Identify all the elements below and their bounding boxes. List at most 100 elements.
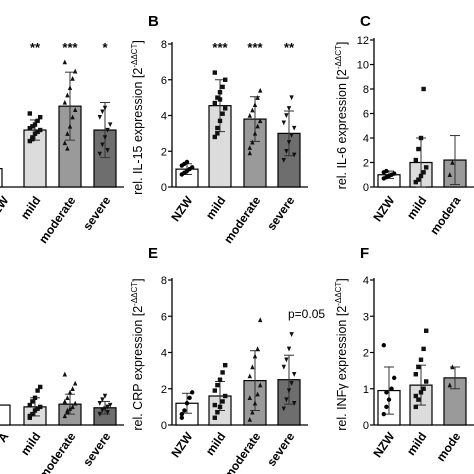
panel-f-ytick-label: 1 [363,384,369,396]
panel-e: E 0 2 4 6 8 rel. CRP expression [2-ΔΔCT] NZW mil… [130,245,325,474]
panel-e-data-point [258,382,263,388]
panel-e-data-point [247,416,252,422]
panel-e-data-point [255,346,260,352]
panel-e-data-point [182,408,187,413]
panel-a-data-point [27,138,32,144]
panel-e-category-label: NZW [168,429,196,460]
panel-b-data-point [286,106,292,111]
panel-c: C 0 2 4 6 8 10 12 rel. IL-6 expression [2-ΔΔCT] N… [334,13,474,237]
panel-f-data-point [424,379,429,384]
panel-d-data-point [62,398,67,404]
panel-a: ZW mild**moderate***severe* [0,40,124,246]
panel-d-data-point [102,393,108,399]
panel-a-data-point [73,107,78,113]
panel-c-data-point [384,168,389,174]
panel-f: F 0 1 2 3 4 rel. INFγ expression [2-ΔΔCT] NZW mi… [334,245,474,464]
panel-c-ytick-label: 0 [363,182,369,194]
panel-a-data-point [100,142,105,148]
panel-e-data-point [247,395,252,401]
panel-b-ylabel-sup: -ΔΔCT [130,44,139,68]
panel-d-data-point [73,400,78,406]
panel-e-data-point [258,317,263,323]
panel-b-data-point [255,95,260,100]
panel-e-data-point [252,400,258,406]
panel-a-significance: ** [30,40,41,55]
panel-d-data-point [105,404,110,410]
panel-e-data-point [286,388,292,394]
panel-f-data-point [386,397,392,402]
panel-b-data-point [250,107,255,113]
panel-d-data-point [108,402,113,408]
panel-f-ylabel-end: ] [335,278,349,281]
panel-c-data-point [450,159,455,165]
panel-b-data-point [289,95,294,101]
panel-e-data-point [289,332,294,337]
panel-d-category-label: A [0,429,12,444]
panel-b-data-point [215,131,220,136]
panel-d-data-point [65,395,70,401]
panel-c-data-point [418,173,424,179]
panel-e-data-point [179,415,184,420]
panel-a-bar [0,168,3,188]
panel-b-data-point [215,125,220,131]
panel-d-data-point [70,404,75,410]
panel-d-data-point [102,406,108,412]
panel-a-data-point [105,127,110,133]
panel-e-ytick-label: 0 [161,420,167,432]
panel-c-ytick-label: 4 [363,133,369,145]
panel-a-data-point [62,140,67,146]
panel-d-data-point [35,388,40,393]
panel-b-label: B [148,13,159,30]
panel-b: B 0 2 4 6 8 rel. IL-15 expression [2-ΔΔCT] NZW m… [130,13,308,246]
panel-b-data-point [212,134,217,140]
panel-d-data-point [67,406,73,411]
panel-e-data-point [292,372,297,377]
panel-f-ytick-label: 0 [363,420,369,432]
panel-e-data-point [217,404,223,410]
panel-a-data-point [67,123,73,129]
panel-a-data-point [73,68,78,74]
panel-a-data-point [97,114,102,120]
panel-e-ytick-label: 6 [161,311,167,323]
panel-e-data-point [223,393,228,399]
panel-e-data-point [281,406,286,412]
panel-e-ytick-label: 8 [161,275,167,287]
panel-f-ytick-label: 2 [363,348,369,360]
panel-a-data-point [65,145,70,151]
panel-b-ytick-label: 2 [161,146,167,158]
panel-a-data-point [32,122,38,127]
panel-d-data-point [38,404,43,410]
panel-e-data-point [220,370,225,375]
panel-e-data-point [215,410,220,415]
panel-b-data-point [217,118,223,124]
panel-d-data-point [35,406,40,411]
panel-f-category-label: mild [404,430,430,458]
panel-b-category-label: severe [264,193,297,232]
panel-e-data-point [212,415,217,420]
panel-e-data-point [284,397,289,403]
panel-f-data-point [447,382,452,388]
panel-d-data-point [62,371,67,377]
panel-a-data-point [102,135,108,140]
panel-a-data-point [27,126,32,131]
panel-d-data-point [62,413,67,419]
panel-f-data-point [413,404,418,410]
panel-a-data-point [30,124,35,129]
panel-a-data-point [65,92,70,98]
panel-e-data-point [184,401,190,406]
panel-b-significance: *** [247,40,263,55]
panel-f-data-point [413,372,418,377]
panel-e-data-point [223,362,228,368]
panel-b-data-point [292,125,297,131]
panel-f-data-point [384,390,389,395]
panel-e-data-point [215,382,220,388]
panel-e-data-point [220,399,225,404]
panel-b-data-point [258,87,263,93]
panel-a-significance: * [102,40,108,55]
panel-f-ytick-label: 3 [363,311,369,323]
panel-f-category-label: NZW [370,429,398,460]
panel-b-data-point [212,70,217,75]
panel-c-data-point [421,86,426,92]
panel-c-data-point [424,165,429,170]
